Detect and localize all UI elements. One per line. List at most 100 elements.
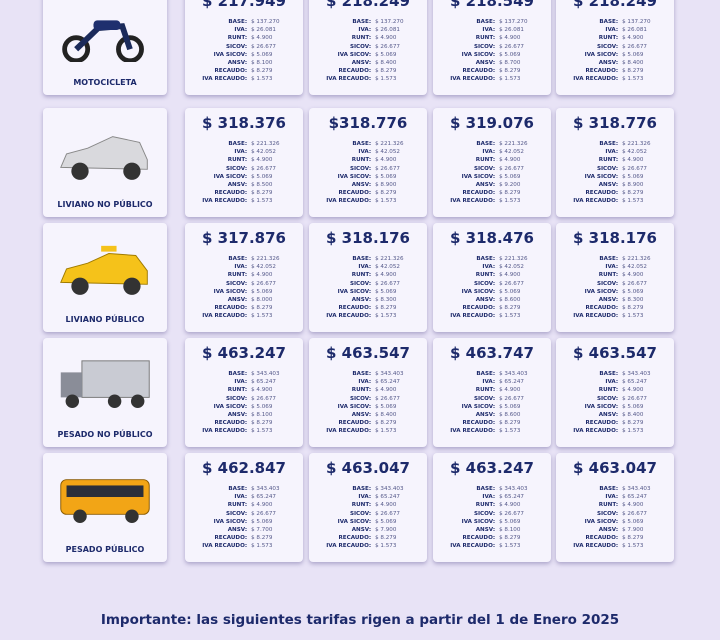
breakdown-value: $ 42.052 [499, 264, 524, 271]
breakdown-value: $ 4.900 [251, 272, 273, 279]
breakdown-value: $ 5.069 [375, 173, 397, 180]
breakdown-value: $ 221.326 [622, 256, 651, 262]
breakdown-row: SICOV: $ 26.677 [309, 165, 427, 173]
breakdown-label: SICOV: [473, 510, 496, 517]
breakdown-row: IVA SICOV: $ 5.069 [433, 403, 551, 411]
breakdown-row: RECAUDO: $ 8.279 [185, 189, 303, 197]
breakdown-value: $ 1.573 [375, 428, 397, 435]
breakdown-label: ANSV: [475, 527, 496, 534]
breakdown-value: $ 343.403 [375, 371, 404, 377]
breakdown-value: $ 26.677 [499, 280, 524, 287]
breakdown-value: $ 8.279 [375, 420, 397, 427]
breakdown-label: BASE: [228, 141, 248, 147]
breakdown-label: BASE: [352, 486, 372, 492]
breakdown-row: IVA RECAUDO: $ 1.573 [433, 75, 551, 83]
breakdown-value: $ 65.247 [622, 494, 647, 501]
breakdown-label: IVA: [482, 379, 496, 386]
breakdown-row: IVA: $ 42.052 [433, 148, 551, 156]
breakdown-value: $ 26.677 [375, 43, 400, 50]
breakdown-value: $ 4.900 [622, 35, 644, 42]
breakdown-label: IVA: [358, 379, 372, 386]
breakdown-row: RUNT: $ 4.900 [309, 501, 427, 509]
breakdown-label: RUNT: [227, 272, 248, 279]
breakdown-label: SICOV: [225, 395, 248, 402]
breakdown-row: IVA RECAUDO: $ 1.573 [556, 427, 674, 435]
breakdown-value: $ 4.900 [375, 387, 397, 394]
breakdown-value: $ 1.573 [251, 428, 273, 435]
breakdown-row: IVA: $ 65.247 [309, 378, 427, 386]
price-card: $ 218.249 BASE: $ 137.270 IVA: $ 26.081 RUNT:… [309, 0, 427, 95]
breakdown-value: $ 8.700 [499, 60, 521, 67]
breakdown-value: $ 8.500 [251, 182, 273, 189]
breakdown-value: $ 26.677 [375, 510, 400, 517]
breakdown-label: IVA: [605, 264, 619, 271]
breakdown-label: ANSV: [598, 182, 619, 189]
price-breakdown: BASE: $ 137.270 IVA: $ 26.081 RUNT: $ 4.900 SI… [433, 18, 551, 84]
breakdown-value: $ 1.573 [499, 428, 521, 435]
breakdown-label: IVA SICOV: [213, 403, 248, 410]
breakdown-row: SICOV: $ 26.677 [185, 165, 303, 173]
price-breakdown: BASE: $ 137.270 IVA: $ 26.081 RUNT: $ 4.900 SI… [556, 18, 674, 84]
price-total: $ 318.776 [573, 114, 657, 132]
breakdown-label: SICOV: [349, 165, 372, 172]
breakdown-label: RUNT: [227, 502, 248, 509]
breakdown-label: RECAUDO: [585, 535, 619, 542]
breakdown-value: $ 4.900 [622, 157, 644, 164]
price-total: $ 318.176 [573, 229, 657, 247]
breakdown-value: $ 5.069 [499, 288, 521, 295]
breakdown-value: $ 343.403 [375, 486, 404, 492]
breakdown-row: IVA RECAUDO: $ 1.573 [556, 197, 674, 205]
price-total: $ 463.547 [573, 344, 657, 362]
breakdown-value: $ 5.069 [375, 288, 397, 295]
breakdown-row: RUNT: $ 4.900 [556, 271, 674, 279]
breakdown-row: IVA SICOV: $ 5.069 [185, 173, 303, 181]
breakdown-row: ANSV: $ 8.000 [185, 296, 303, 304]
vehicle-icon [62, 20, 144, 62]
breakdown-value: $ 1.573 [622, 428, 644, 435]
price-breakdown: BASE: $ 221.326 IVA: $ 42.052 RUNT: $ 4.900 SI… [556, 255, 674, 321]
vehicle-label: PESADO NO PÚBLICO [57, 430, 153, 439]
breakdown-value: $ 26.677 [375, 280, 400, 287]
breakdown-label: BASE: [352, 256, 372, 262]
breakdown-row: IVA: $ 42.052 [433, 263, 551, 271]
breakdown-value: $ 8.300 [375, 297, 397, 304]
breakdown-value: $ 221.326 [499, 141, 528, 147]
breakdown-value: $ 7.900 [375, 527, 397, 534]
breakdown-value: $ 4.900 [375, 502, 397, 509]
breakdown-row: RUNT: $ 4.900 [185, 386, 303, 394]
breakdown-row: ANSV: $ 7.900 [556, 526, 674, 534]
breakdown-value: $ 5.069 [375, 403, 397, 410]
breakdown-label: IVA: [358, 494, 372, 501]
breakdown-row: RECAUDO: $ 8.279 [185, 534, 303, 542]
breakdown-label: ANSV: [475, 182, 496, 189]
breakdown-row: IVA SICOV: $ 5.069 [433, 288, 551, 296]
price-card: $318.776 BASE: $ 221.326 IVA: $ 42.052 RUNT: $… [309, 108, 427, 217]
breakdown-row: RECAUDO: $ 8.279 [556, 67, 674, 75]
breakdown-label: ANSV: [475, 297, 496, 304]
breakdown-row: BASE: $ 343.403 [185, 485, 303, 493]
breakdown-value: $ 8.300 [622, 297, 644, 304]
breakdown-label: ANSV: [351, 527, 372, 534]
breakdown-label: RECAUDO: [214, 305, 248, 312]
breakdown-value: $ 5.069 [375, 518, 397, 525]
price-card: $ 317.876 BASE: $ 221.326 IVA: $ 42.052 RUNT:… [185, 223, 303, 332]
price-total: $ 463.047 [326, 459, 410, 477]
breakdown-value: $ 5.069 [499, 173, 521, 180]
breakdown-row: RECAUDO: $ 8.279 [433, 304, 551, 312]
breakdown-value: $ 26.677 [499, 395, 524, 402]
breakdown-label: SICOV: [596, 395, 619, 402]
breakdown-value: $ 26.677 [375, 395, 400, 402]
breakdown-row: IVA: $ 65.247 [433, 378, 551, 386]
footer-note: Importante: las siguientes tarifas rigen… [100, 612, 620, 628]
breakdown-row: SICOV: $ 26.677 [433, 510, 551, 518]
price-breakdown: BASE: $ 221.326 IVA: $ 42.052 RUNT: $ 4.900 SI… [433, 140, 551, 206]
breakdown-label: ANSV: [227, 60, 248, 67]
breakdown-row: BASE: $ 221.326 [185, 255, 303, 263]
breakdown-label: IVA: [482, 27, 496, 34]
breakdown-row: BASE: $ 221.326 [185, 140, 303, 148]
breakdown-row: SICOV: $ 26.677 [433, 165, 551, 173]
breakdown-row: SICOV: $ 26.677 [309, 280, 427, 288]
breakdown-value: $ 7.900 [622, 527, 644, 534]
breakdown-label: IVA RECAUDO: [450, 198, 496, 205]
breakdown-row: SICOV: $ 26.677 [433, 280, 551, 288]
